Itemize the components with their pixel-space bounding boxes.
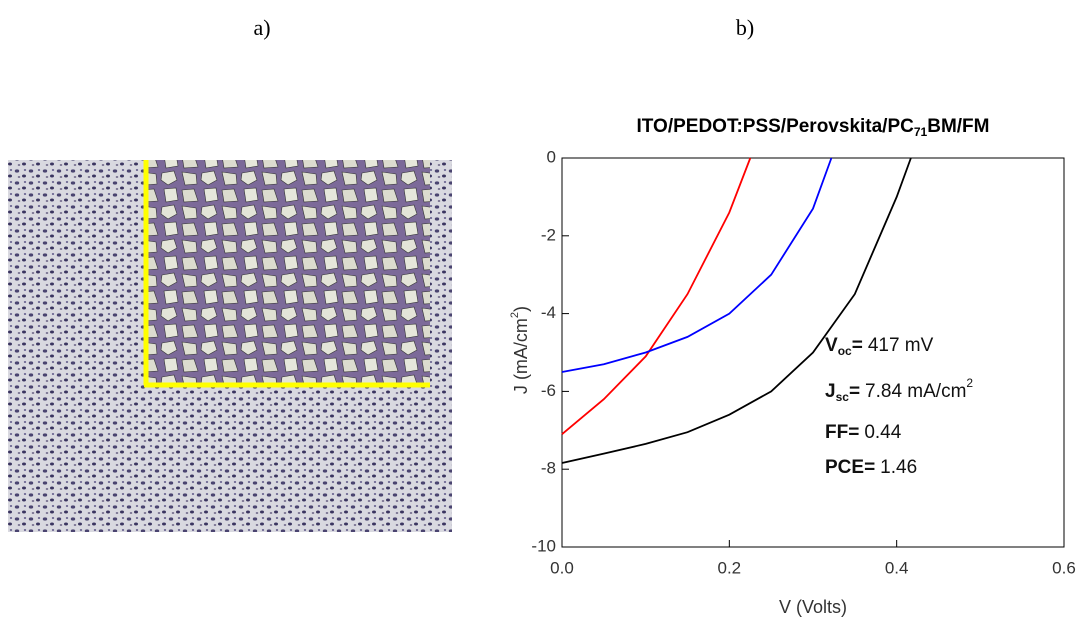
chart: 0.0 0.2 0.4 0.6 0 -2 -4 -6 -8 -10 ITO/PEDOT:PSS/Pe…: [509, 116, 1076, 617]
annotation: PCE= 1.46: [825, 457, 917, 478]
x-tick-label: 0.4: [885, 558, 909, 577]
annotation-eq: =: [849, 381, 860, 402]
annotation-value: 1.46: [880, 457, 917, 478]
annotation-value: 0.44: [864, 422, 901, 443]
annotation-sub: oc: [838, 344, 852, 358]
jv-curve: [561, 157, 752, 435]
x-tick-label: 0.6: [1052, 558, 1076, 577]
y-label-sup: 2: [509, 312, 521, 318]
panel-label: b): [736, 15, 754, 40]
annotation-sub: sc: [836, 390, 850, 404]
title-subscript: 71: [914, 125, 928, 139]
jv-curve: [561, 157, 912, 464]
annotation: Jsc= 7.84 mA/cm2: [825, 376, 973, 404]
y-tick-label: -2: [541, 225, 556, 244]
x-axis-label: V (Volts): [779, 597, 847, 617]
chart-title: ITO/PEDOT:PSS/Perovskita/PC71BM/FM: [637, 116, 990, 139]
y-tick-label: -6: [541, 381, 556, 400]
y-axis-label: J (mA/cm2): [509, 306, 531, 394]
title-text: ITO/PEDOT:PSS/Perovskita/PC: [637, 116, 915, 137]
annotation-label: FF=: [825, 422, 859, 443]
x-tick-label: 0.0: [550, 558, 574, 577]
y-tick-label: 0: [547, 147, 556, 166]
annotation-label: J: [825, 381, 836, 402]
plot-frame: [561, 157, 1065, 548]
y-tick-label: -8: [541, 459, 556, 478]
y-tick-label: -4: [541, 303, 556, 322]
jv-curve: [561, 157, 833, 373]
micrograph: [8, 160, 452, 532]
annotation-sup: 2: [966, 376, 973, 390]
annotation-label: V: [825, 335, 838, 356]
panel-label: a): [253, 15, 270, 40]
y-label-text: J (mA/cm: [511, 318, 531, 394]
x-tick-label: 0.2: [718, 558, 742, 577]
annotation-value: 7.84 mA/cm: [865, 381, 966, 402]
annotation-label: PCE=: [825, 457, 875, 478]
y-label-text: ): [511, 306, 531, 312]
annotation: FF= 0.44: [825, 422, 902, 443]
annotation-value: 417 mV: [868, 335, 934, 356]
title-text: BM/FM: [927, 116, 989, 137]
annotation-eq: =: [852, 335, 863, 356]
annotation: Voc= 417 mV: [825, 335, 934, 358]
y-tick-label: -10: [531, 536, 556, 555]
